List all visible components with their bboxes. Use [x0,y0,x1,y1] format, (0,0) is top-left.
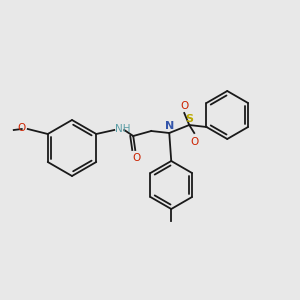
Text: O: O [132,153,140,163]
Text: N: N [165,121,174,131]
Text: O: O [180,101,188,111]
Text: O: O [190,137,198,147]
Text: S: S [185,114,193,124]
Text: O: O [17,123,26,133]
Text: NH: NH [115,124,131,134]
